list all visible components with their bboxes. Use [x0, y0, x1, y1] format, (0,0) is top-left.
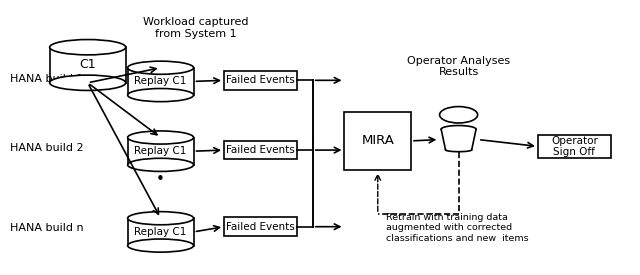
Text: Retrain with training data
augmented with corrected
classifications and new  ite: Retrain with training data augmented wit… — [386, 213, 528, 243]
Text: Failed Events: Failed Events — [226, 145, 295, 155]
Text: Operator Analyses
Results: Operator Analyses Results — [407, 56, 510, 77]
Text: •: • — [156, 172, 165, 187]
Text: C1: C1 — [79, 59, 96, 72]
Text: Replay C1: Replay C1 — [134, 76, 187, 86]
Text: Replay C1: Replay C1 — [134, 227, 187, 237]
Ellipse shape — [127, 61, 193, 74]
Ellipse shape — [127, 89, 193, 102]
Ellipse shape — [127, 212, 193, 225]
Text: HANA build 1: HANA build 1 — [10, 74, 83, 84]
Bar — [127, 68, 193, 95]
Bar — [224, 141, 297, 160]
Ellipse shape — [127, 158, 193, 171]
Bar — [224, 218, 297, 236]
Text: MIRA: MIRA — [362, 134, 394, 147]
Text: Replay C1: Replay C1 — [134, 146, 187, 156]
Text: Failed Events: Failed Events — [226, 222, 295, 232]
Text: Failed Events: Failed Events — [226, 75, 295, 85]
Bar — [344, 111, 411, 170]
Bar — [224, 71, 297, 90]
Text: HANA build n: HANA build n — [10, 223, 83, 233]
Bar — [538, 135, 611, 158]
Ellipse shape — [127, 239, 193, 252]
Circle shape — [440, 107, 477, 123]
Text: Operator
Sign Off: Operator Sign Off — [551, 136, 598, 157]
Ellipse shape — [50, 40, 125, 55]
Text: HANA build 2: HANA build 2 — [10, 144, 83, 153]
Bar — [127, 218, 193, 246]
Ellipse shape — [127, 131, 193, 144]
Ellipse shape — [50, 75, 125, 90]
Text: Workload captured
from System 1: Workload captured from System 1 — [143, 17, 248, 39]
Bar — [127, 138, 193, 165]
Bar — [50, 47, 125, 83]
